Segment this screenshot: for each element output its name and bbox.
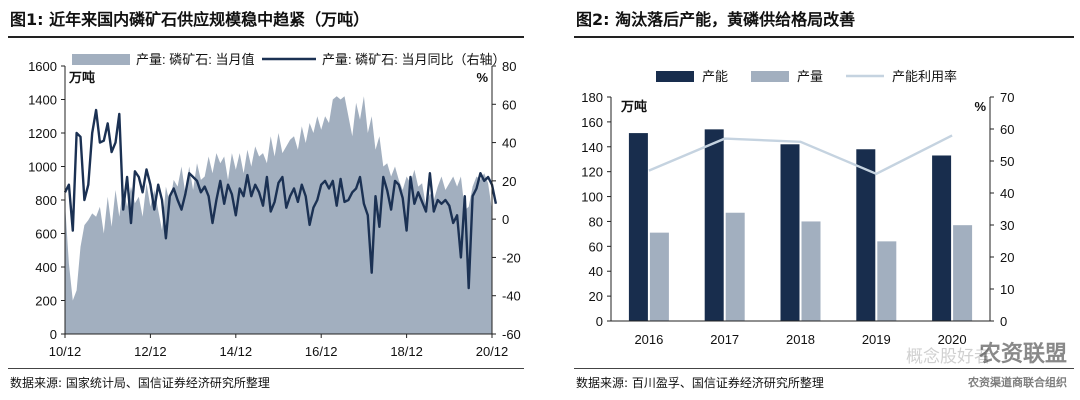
figure-2-panel: 图2: 淘汰落后产能，黄磷供给格局改善 0 20 40 60 80 100 120 140 16… — [566, 0, 1080, 400]
figure-2-chart: 0 20 40 60 80 100 120 140 160 180 0 10 20 30 40 50 60 70 2… — [581, 69, 1014, 347]
left-axis-unit: 万吨 — [68, 70, 95, 85]
watermark-faint-text: 概念股好者 — [906, 347, 991, 367]
x-tick-label: 16/12 — [305, 344, 338, 359]
x-tick-label: 2020 — [938, 332, 967, 347]
right-tick-label: 60 — [1000, 122, 1014, 137]
line-utilization — [648, 134, 953, 176]
figure-2-bottom-rule — [574, 368, 1074, 369]
x-tick-label: 14/12 — [220, 344, 253, 359]
bar-output — [725, 212, 745, 321]
bar-output — [953, 225, 973, 321]
legend-label-output: 产量 — [797, 69, 823, 84]
right-tick-label: 70 — [1000, 90, 1014, 105]
left-tick-label: 120 — [581, 165, 603, 180]
right-axis-unit: % — [476, 70, 488, 85]
left-tick-label: 1000 — [28, 160, 57, 175]
figure-1-chart: 0 200 400 600 800 1000 1200 1400 1600 -60 -40 -20 0 2… — [28, 52, 521, 359]
bar-capacity — [932, 155, 952, 321]
legend-label-utilization: 产能利用率 — [892, 69, 957, 84]
x-tick-label: 2018 — [786, 332, 815, 347]
right-tick-label: 60 — [502, 97, 516, 112]
left-tick-label: 1400 — [28, 93, 57, 108]
left-tick-label: 1200 — [28, 126, 57, 141]
right-tick-label: 20 — [502, 174, 516, 189]
left-tick-label: 20 — [589, 289, 603, 304]
figure-1-title: 图1: 近年来国内磷矿石供应规模稳中趋紧（万吨） — [10, 10, 370, 29]
legend-swatch-capacity — [656, 71, 694, 82]
bar-output — [877, 241, 897, 321]
left-tick-label: 0 — [50, 327, 57, 342]
bar-output — [649, 232, 669, 321]
left-tick-label: 100 — [581, 190, 603, 205]
right-tick-label: -20 — [502, 250, 521, 265]
line-series-yoy — [63, 108, 498, 290]
watermark-logo: 概念股好者 农资联盟 农资渠道商联合组织 — [900, 334, 1075, 398]
figure-2-source: 数据来源: 百川盈孚、国信证券经济研究所整理 — [576, 376, 824, 390]
left-tick-label: 140 — [581, 140, 603, 155]
x-tick-label: 12/12 — [134, 344, 167, 359]
right-tick-label: 0 — [1000, 314, 1007, 329]
watermark-main-text: 农资联盟 — [978, 342, 1067, 367]
x-tick-label: 2019 — [862, 332, 891, 347]
right-tick-label: 10 — [1000, 282, 1014, 297]
right-tick-label: 40 — [1000, 186, 1014, 201]
legend-label-line: 产量: 磷矿石: 当月同比（右轴） — [322, 52, 505, 67]
figure-1-source: 数据来源: 国家统计局、国信证券经济研究所整理 — [10, 376, 270, 390]
left-tick-label: 600 — [35, 227, 57, 242]
left-tick-label: 0 — [596, 314, 603, 329]
bar-capacity — [856, 149, 876, 321]
left-tick-label: 40 — [589, 264, 603, 279]
legend-swatch-output — [751, 71, 789, 82]
figure-1-panel: 图1: 近年来国内磷矿石供应规模稳中趋紧（万吨） 0 200 400 600 800 10… — [0, 0, 530, 400]
x-tick-label: 18/12 — [390, 344, 423, 359]
right-tick-label: 20 — [1000, 250, 1014, 265]
left-tick-label: 160 — [581, 115, 603, 130]
legend-label-capacity: 产能 — [702, 69, 728, 84]
right-axis-unit: % — [974, 99, 986, 114]
right-tick-label: 50 — [1000, 154, 1014, 169]
bar-output — [801, 221, 821, 321]
left-axis-unit: 万吨 — [620, 99, 647, 114]
right-tick-label: 40 — [502, 136, 516, 151]
figure-2-title: 图2: 淘汰落后产能，黄磷供给格局改善 — [576, 10, 856, 29]
bar-capacity — [780, 144, 800, 321]
watermark-sub-text: 农资渠道商联合组织 — [968, 376, 1067, 389]
right-tick-label: 0 — [502, 212, 509, 227]
left-tick-label: 180 — [581, 90, 603, 105]
left-tick-label: 1600 — [28, 59, 57, 74]
figure-1-title-rule — [8, 36, 524, 38]
bar-capacity — [628, 133, 648, 321]
legend-label-area: 产量: 磷矿石: 当月值 — [136, 52, 254, 67]
left-tick-label: 80 — [589, 214, 603, 229]
right-tick-label: -60 — [502, 327, 521, 342]
x-tick-label: 2016 — [634, 332, 663, 347]
right-tick-label: 30 — [1000, 218, 1014, 233]
x-tick-label: 2017 — [710, 332, 739, 347]
bar-capacity — [704, 129, 724, 321]
right-tick-label: -40 — [502, 289, 521, 304]
right-tick-label: 80 — [502, 59, 516, 74]
area-series-monthly-output — [65, 96, 492, 334]
figure-2-title-rule — [574, 36, 1074, 38]
left-tick-label: 400 — [35, 260, 57, 275]
x-tick-label: 10/12 — [49, 344, 82, 359]
left-tick-label: 800 — [35, 193, 57, 208]
figure-1-bottom-rule — [8, 368, 524, 369]
x-tick-label: 20/12 — [476, 344, 509, 359]
legend-swatch-area — [72, 54, 130, 65]
left-tick-label: 60 — [589, 239, 603, 254]
left-tick-label: 200 — [35, 294, 57, 309]
